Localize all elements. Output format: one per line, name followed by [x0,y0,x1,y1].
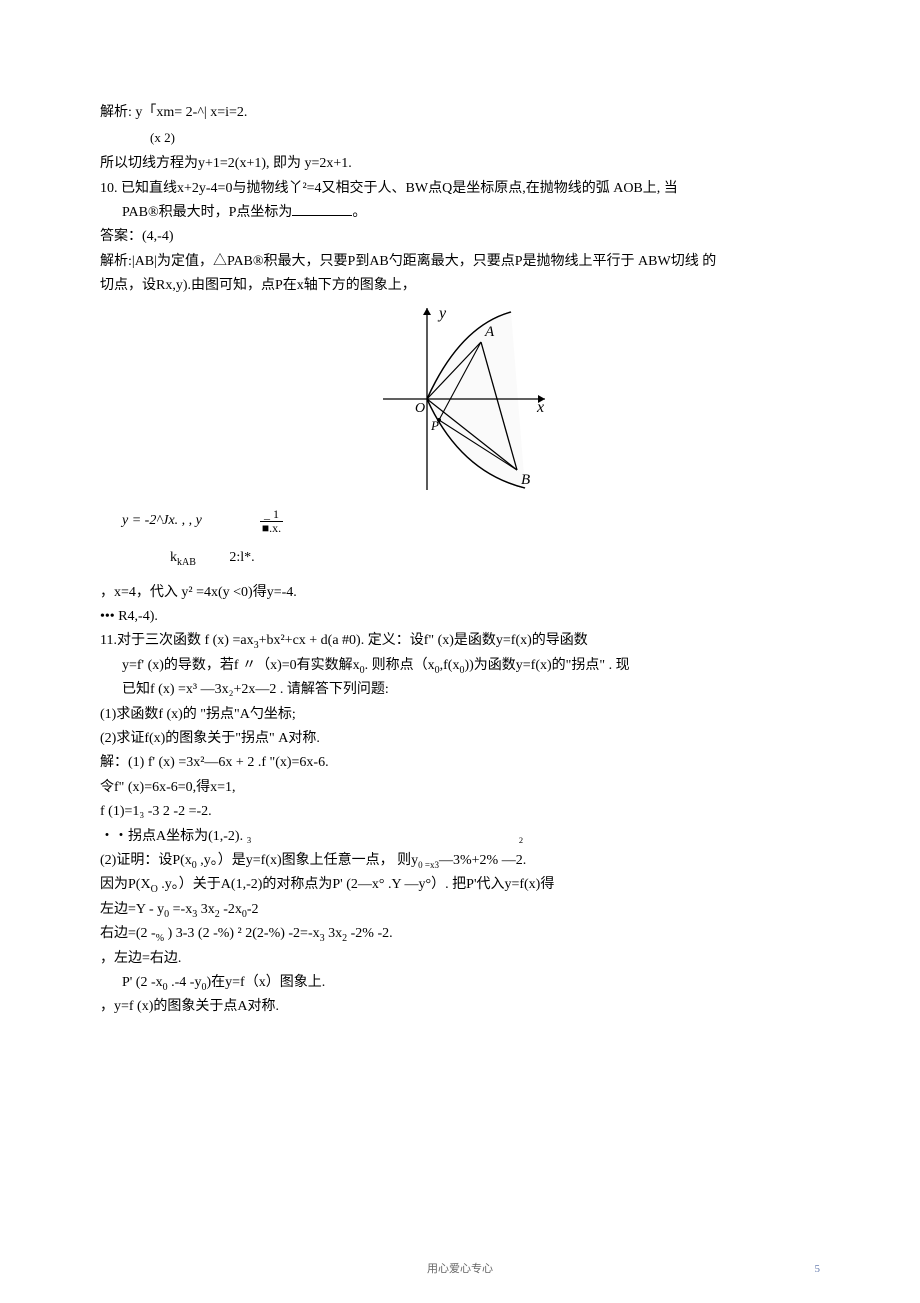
p11-sol4a: ・・拐点A坐标为(1,-2). ₃ [100,829,251,844]
pf1c: —3%+2% —2. [439,853,526,868]
problem-10: 10. 已知直线x+2y-4=0与抛物线丫²=4又相交于人、BW点Q是坐标原点,… [100,178,820,200]
blank-field [292,215,352,216]
p11-lhs: 左边=Y - y0 =-x3 3x2 -2x0-2 [100,899,820,921]
p11-sol4b: ₂ [518,829,523,844]
p11-conclusion: ，y=f (x)的图象关于点A对称. [100,996,820,1018]
analysis-line-1: 解析: y「xm= 2-^| x=i=2. [100,102,820,124]
lhs-b: =-x [169,902,192,917]
svg-text:x: x [536,399,544,416]
svg-text:B: B [521,472,530,488]
p11-given: 已知f (x) =x³ —3x₂+2x—2 . 请解答下列问题: [100,679,820,701]
prob10-line2: PAB®积最大时，P点坐标为 。 [100,202,820,224]
pf1b: ,y。）是y=f(x)图象上任意一点， 则y [197,853,418,868]
rhs-c: 3x [325,926,343,941]
svg-text:O: O [415,401,425,416]
p11b: +bx²+cx + d(a #0). 定义：设f" (x)是函数y=f(x)的导… [259,633,588,648]
p11-l2c: ,f(x [440,658,460,673]
analysis-10a: 解析:|AB|为定值，△PAB®积最大，只要P到AB勺距离最大，只要点P是抛物线… [100,251,820,273]
equation-kab: kkAB 2:l*. [100,547,820,569]
problem-11: 11.对于三次函数 f (x) =ax3+bx²+cx + d(a #0). 定… [100,630,820,652]
p11-l2d: ))为函数y=f(x)的"拐点" . 现 [464,658,629,673]
lhs-a: 左边=Y - y [100,902,164,917]
text: 解析: y「xm= 2-^| x=i=2. [100,105,247,120]
p11-eq: ，左边=右边. [100,948,820,970]
diagram-container: y x O A B P [100,304,820,502]
footer-text: 用心爱心专心 [0,1261,920,1279]
parabola-diagram: y x O A B P [365,304,555,494]
eq1-text: y = -2^Jx. , , y [122,510,202,532]
p11-sol2: 令f" (x)=6x-6=0,得x=1, [100,777,820,799]
prob10-l2a: PAB®积最大时，P点坐标为 [122,205,292,220]
kab-rhs: 2:l*. [199,550,254,565]
math-page: 解析: y「xm= 2-^| x=i=2. (x 2) 所以切线方程为y+1=2… [0,0,920,1303]
frac-bot: ■.x. [260,522,283,535]
pct-a: % [156,933,164,944]
pp-a: P' (2 -x [122,975,163,990]
pf2b: .y。）关于A(1,-2)的对称点为P' (2—x° .Y —y°）. 把P'代… [158,877,555,892]
svg-text:A: A [484,324,495,340]
p11-sol1: 解：(1) f' (x) =3x²—6x + 2 .f "(x)=6x-6. [100,752,820,774]
rhs-a: 右边=(2 - [100,926,156,941]
lhs-c: 3x [197,902,215,917]
equation-y: y = -2^Jx. , , y _ 1 ■.x. [100,508,820,535]
pf1a: (2)证明：设P(x [100,853,192,868]
frac-top: _ 1 [260,508,283,522]
analysis-10b: 切点，设Rx,y).由图可知，点P在x轴下方的图象上， [100,275,820,297]
pf2a: 因为P(X [100,877,151,892]
answer-10: 答案：(4,-4) [100,226,820,248]
p11-line2: y=f' (x)的导数，若f 〃（x)=0有实数解x0. 则称点（x0,f(x0… [100,655,820,677]
p11-sol3: f (1)=1₃ -3 2 -2 =-2. [100,801,820,823]
lhs-d: -2x [220,902,242,917]
pp-c: )在y=f（x）图象上. [206,975,325,990]
prob10-dot: 。 [352,205,366,220]
p11-pprime: P' (2 -x0 .-4 -y0)在y=f（x）图象上. [100,972,820,994]
page-number: 5 [815,1261,821,1279]
prob10-b: 又相交于人、BW点Q是坐标原点,在抛物线的弧 AOB上, 当 [322,181,678,196]
kab-sub: kAB [177,557,196,568]
tangent-line: 所以切线方程为y+1=2(x+1), 即为 y=2x+1. [100,153,820,175]
rhs-d: -2% -2. [347,926,393,941]
p11-q2: (2)求证f(x)的图象关于"拐点" A对称. [100,728,820,750]
rhs-b: ) 3-3 (2 -%) ² 2(2-%) -2=-x [164,926,320,941]
lhs-e: -2 [247,902,259,917]
p11-proof1: (2)证明：设P(x0 ,y。）是y=f(x)图象上任意一点， 则y0 =x3—… [100,850,820,872]
p11-sol4: ・・拐点A坐标为(1,-2). ₃ ₂ [100,826,820,848]
sub-expression: (x 2) [100,128,175,149]
subO: O [151,884,158,895]
p11-proof2: 因为P(XO .y。）关于A(1,-2)的对称点为P' (2—x° .Y —y°… [100,874,820,896]
p11-l2a: y=f' (x)的导数，若f 〃（x)=0有实数解x [122,658,360,673]
p11-q1: (1)求函数f (x)的 "拐点"A勺坐标; [100,704,820,726]
result-r44: ••• R4,-4). [100,606,820,628]
p11-l2b: . 则称点（x [365,658,435,673]
p11a: 11.对于三次函数 f (x) =ax [100,633,254,648]
svg-text:y: y [437,305,447,322]
p11-rhs: 右边=(2 -% ) 3-3 (2 -%) ² 2(2-%) -2=-x3 3x… [100,923,820,945]
kab: kkAB [170,550,196,565]
frac-1: _ 1 ■.x. [260,508,283,535]
pp-b: .-4 -y [168,975,202,990]
prob10-a: 10. 已知直线x+2y-4=0与抛物线丫²=4 [100,181,322,196]
svg-text:P: P [430,418,439,433]
sub-eq: 0 =x3 [418,860,439,870]
sub-x4: ，x=4，代入 y² =4x(y <0)得y=-4. [100,582,820,604]
